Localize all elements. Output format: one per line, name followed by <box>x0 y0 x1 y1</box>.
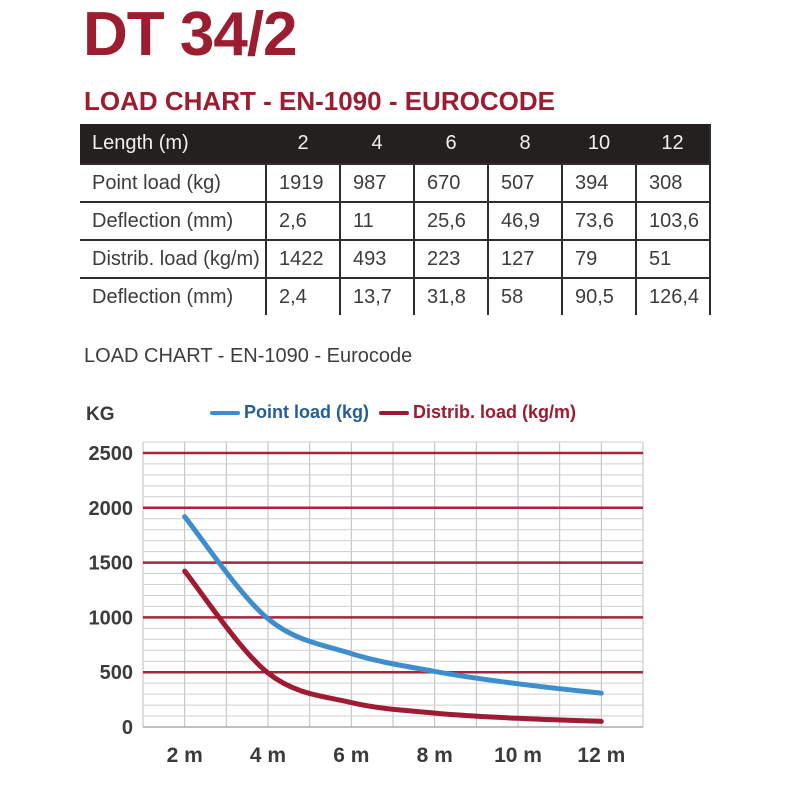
y-tick-label: 1500 <box>89 553 134 575</box>
table-row: Deflection (mm) 2,6 11 25,6 46,9 73,6 103,6 <box>80 201 710 240</box>
y-tick-label: 2000 <box>89 498 134 520</box>
table-row-label: Deflection (mm) <box>80 201 266 240</box>
chart-plot: 0 500 1000 1500 2000 2500 2 m 4 m 6 m 8 m 10 m 12 m <box>89 441 644 767</box>
table-cell: 126,4 <box>635 277 710 315</box>
table-row: Distrib. load (kg/m) 1422 493 223 127 79 51 <box>80 239 710 278</box>
table-cell: 13,7 <box>339 277 414 315</box>
page-title: DT 34/2 <box>83 0 298 69</box>
table-cell: 51 <box>635 239 710 278</box>
point-load-kg-line <box>182 514 604 696</box>
x-tick-label: 2 m <box>167 744 203 767</box>
y-tick-label: 0 <box>122 717 133 739</box>
table-row-label: Deflection (mm) <box>80 277 266 315</box>
table-header-col: 2 <box>266 124 340 164</box>
x-tick-label: 8 m <box>417 744 453 767</box>
table-row-label: Point load (kg) <box>80 163 266 202</box>
section-heading: LOAD CHART - EN-1090 - EUROCODE <box>84 86 555 116</box>
table-cell: 46,9 <box>487 201 562 240</box>
table-row: Deflection (mm) 2,4 13,7 31,8 58 90,5 126,4 <box>80 277 710 315</box>
y-tick-label: 2500 <box>89 443 134 465</box>
x-tick-label: 10 m <box>494 744 542 767</box>
table-cell: 73,6 <box>561 201 636 240</box>
distrib-load-kg-m-line <box>182 568 604 724</box>
legend-line-icon <box>378 410 409 415</box>
table-cell: 308 <box>635 163 710 202</box>
table-cell: 223 <box>413 239 488 278</box>
table-header-row: Length (m) 2 4 6 8 10 12 <box>80 124 710 164</box>
table-cell: 493 <box>339 239 414 278</box>
table-cell: 58 <box>487 277 562 315</box>
chart-subheading: LOAD CHART - EN-1090 - Eurocode <box>84 345 413 367</box>
legend-label: Distrib. load (kg/m) <box>412 402 576 422</box>
table-header-col: 6 <box>414 124 488 164</box>
table-cell: 2,4 <box>265 277 340 315</box>
x-tick-label: 6 m <box>333 744 369 767</box>
table-cell: 394 <box>561 163 636 202</box>
legend-label: Point load (kg) <box>243 402 369 422</box>
chart-legend: Point load (kg) Distrib. load (kg/m) <box>143 402 643 423</box>
table-row-label: Distrib. load (kg/m) <box>80 239 266 278</box>
legend-item-point-load-kg: Point load (kg) <box>209 402 369 423</box>
table-cell: 670 <box>413 163 488 202</box>
table-cell: 127 <box>487 239 562 278</box>
y-tick-label: 1000 <box>89 607 134 629</box>
table-cell: 1919 <box>265 163 340 202</box>
table-cell: 90,5 <box>561 277 636 315</box>
table-cell: 79 <box>561 239 636 278</box>
legend-item-distrib-load-kg-m: Distrib. load (kg/m) <box>378 402 576 423</box>
load-table: Length (m) 2 4 6 8 10 12 Point load (kg) 1919 98… <box>80 124 711 315</box>
table-cell: 25,6 <box>413 201 488 240</box>
x-tick-label: 4 m <box>250 744 286 767</box>
table-header-col: 12 <box>636 124 710 164</box>
table-cell: 11 <box>339 201 414 240</box>
table-header-col: 4 <box>340 124 414 164</box>
y-tick-label: 500 <box>100 662 133 684</box>
y-axis-unit-label: KG <box>86 404 115 425</box>
table-header-length: Length (m) <box>80 124 266 164</box>
table-cell: 1422 <box>265 239 340 278</box>
table-row: Point load (kg) 1919 987 670 507 394 308 <box>80 163 710 202</box>
load-chart: 0 500 1000 1500 2000 2500 2 m 4 m 6 m 8 m 10 m 12 m <box>0 398 800 783</box>
table-header-col: 8 <box>488 124 562 164</box>
table-cell: 103,6 <box>635 201 710 240</box>
table-cell: 2,6 <box>265 201 340 240</box>
x-tick-label: 12 m <box>577 744 625 767</box>
table-cell: 507 <box>487 163 562 202</box>
table-cell: 31,8 <box>413 277 488 315</box>
table-cell: 987 <box>339 163 414 202</box>
table-header-col: 10 <box>562 124 636 164</box>
legend-line-icon <box>209 410 240 415</box>
